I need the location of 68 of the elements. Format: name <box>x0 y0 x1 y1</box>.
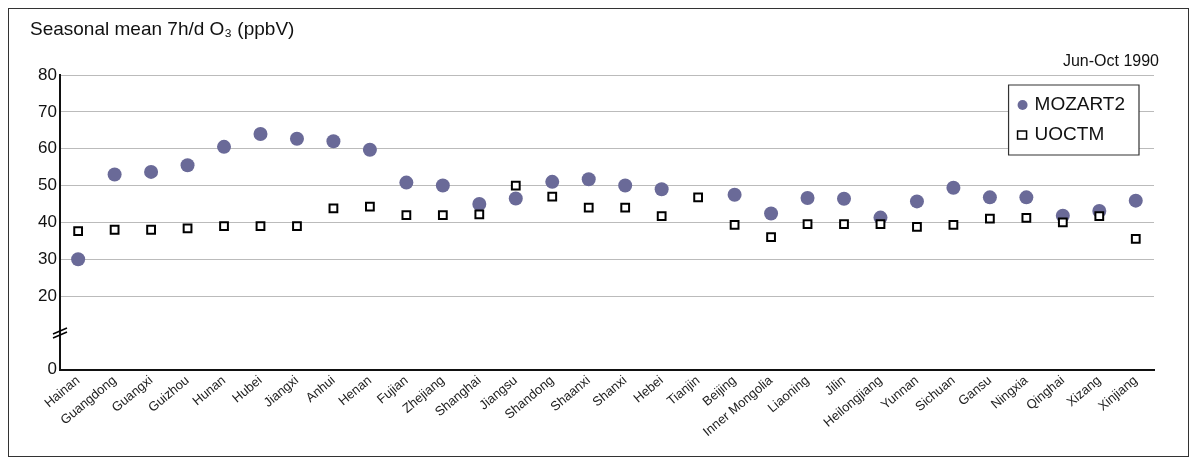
point <box>289 131 304 146</box>
chart-title: Seasonal mean 7h/d O₃ (ppbV) <box>30 18 295 40</box>
point <box>255 221 266 231</box>
point <box>292 221 302 231</box>
point <box>581 172 596 187</box>
point <box>620 202 631 213</box>
legend-label: MOZART2 <box>1034 93 1125 115</box>
point <box>618 178 633 193</box>
point <box>1128 193 1143 208</box>
point <box>472 196 487 211</box>
point <box>766 232 776 243</box>
point <box>253 126 268 141</box>
point <box>508 191 523 206</box>
point <box>474 209 485 220</box>
y-tick-label: 20 <box>37 285 57 305</box>
point <box>510 180 521 191</box>
point <box>875 219 886 230</box>
point <box>985 213 995 224</box>
y-tick-label: 30 <box>37 248 57 268</box>
point <box>764 206 779 221</box>
point <box>146 224 156 235</box>
point <box>839 219 849 230</box>
point <box>435 178 450 193</box>
y-tick-label: 60 <box>37 138 57 158</box>
point <box>73 226 84 237</box>
legend-label: UOCTM <box>1034 123 1105 145</box>
point <box>219 221 229 231</box>
point <box>583 202 594 213</box>
y-tick-label: 70 <box>37 101 57 121</box>
point <box>180 158 195 173</box>
point <box>802 219 813 230</box>
point <box>144 164 159 179</box>
point <box>401 210 412 220</box>
point <box>217 139 232 154</box>
point <box>1094 211 1105 222</box>
point <box>982 190 997 205</box>
y-tick-label: 50 <box>37 175 57 195</box>
point <box>1021 213 1032 223</box>
point <box>1130 234 1141 244</box>
point <box>362 142 377 157</box>
y-tick-label: 40 <box>37 212 57 232</box>
point <box>328 203 339 214</box>
point <box>729 220 740 230</box>
point <box>948 220 959 230</box>
point <box>71 252 86 267</box>
point <box>365 201 375 212</box>
point <box>800 191 815 206</box>
point <box>399 175 414 190</box>
chart-subtitle: Jun-Oct 1990 <box>1062 52 1159 70</box>
point <box>326 134 341 149</box>
point <box>654 182 669 197</box>
y-tick-label: 80 <box>37 64 57 84</box>
point <box>837 191 852 206</box>
point <box>182 223 193 234</box>
point <box>1057 217 1068 228</box>
point <box>109 224 120 235</box>
point <box>727 187 742 202</box>
point <box>547 191 558 202</box>
y-tick-label: 0 <box>47 359 57 379</box>
point <box>107 167 122 182</box>
point <box>909 194 924 209</box>
point <box>1019 190 1034 205</box>
point <box>912 221 922 232</box>
point <box>437 210 448 220</box>
point <box>693 192 704 203</box>
point <box>545 174 560 189</box>
point <box>946 180 961 195</box>
point <box>656 211 667 222</box>
